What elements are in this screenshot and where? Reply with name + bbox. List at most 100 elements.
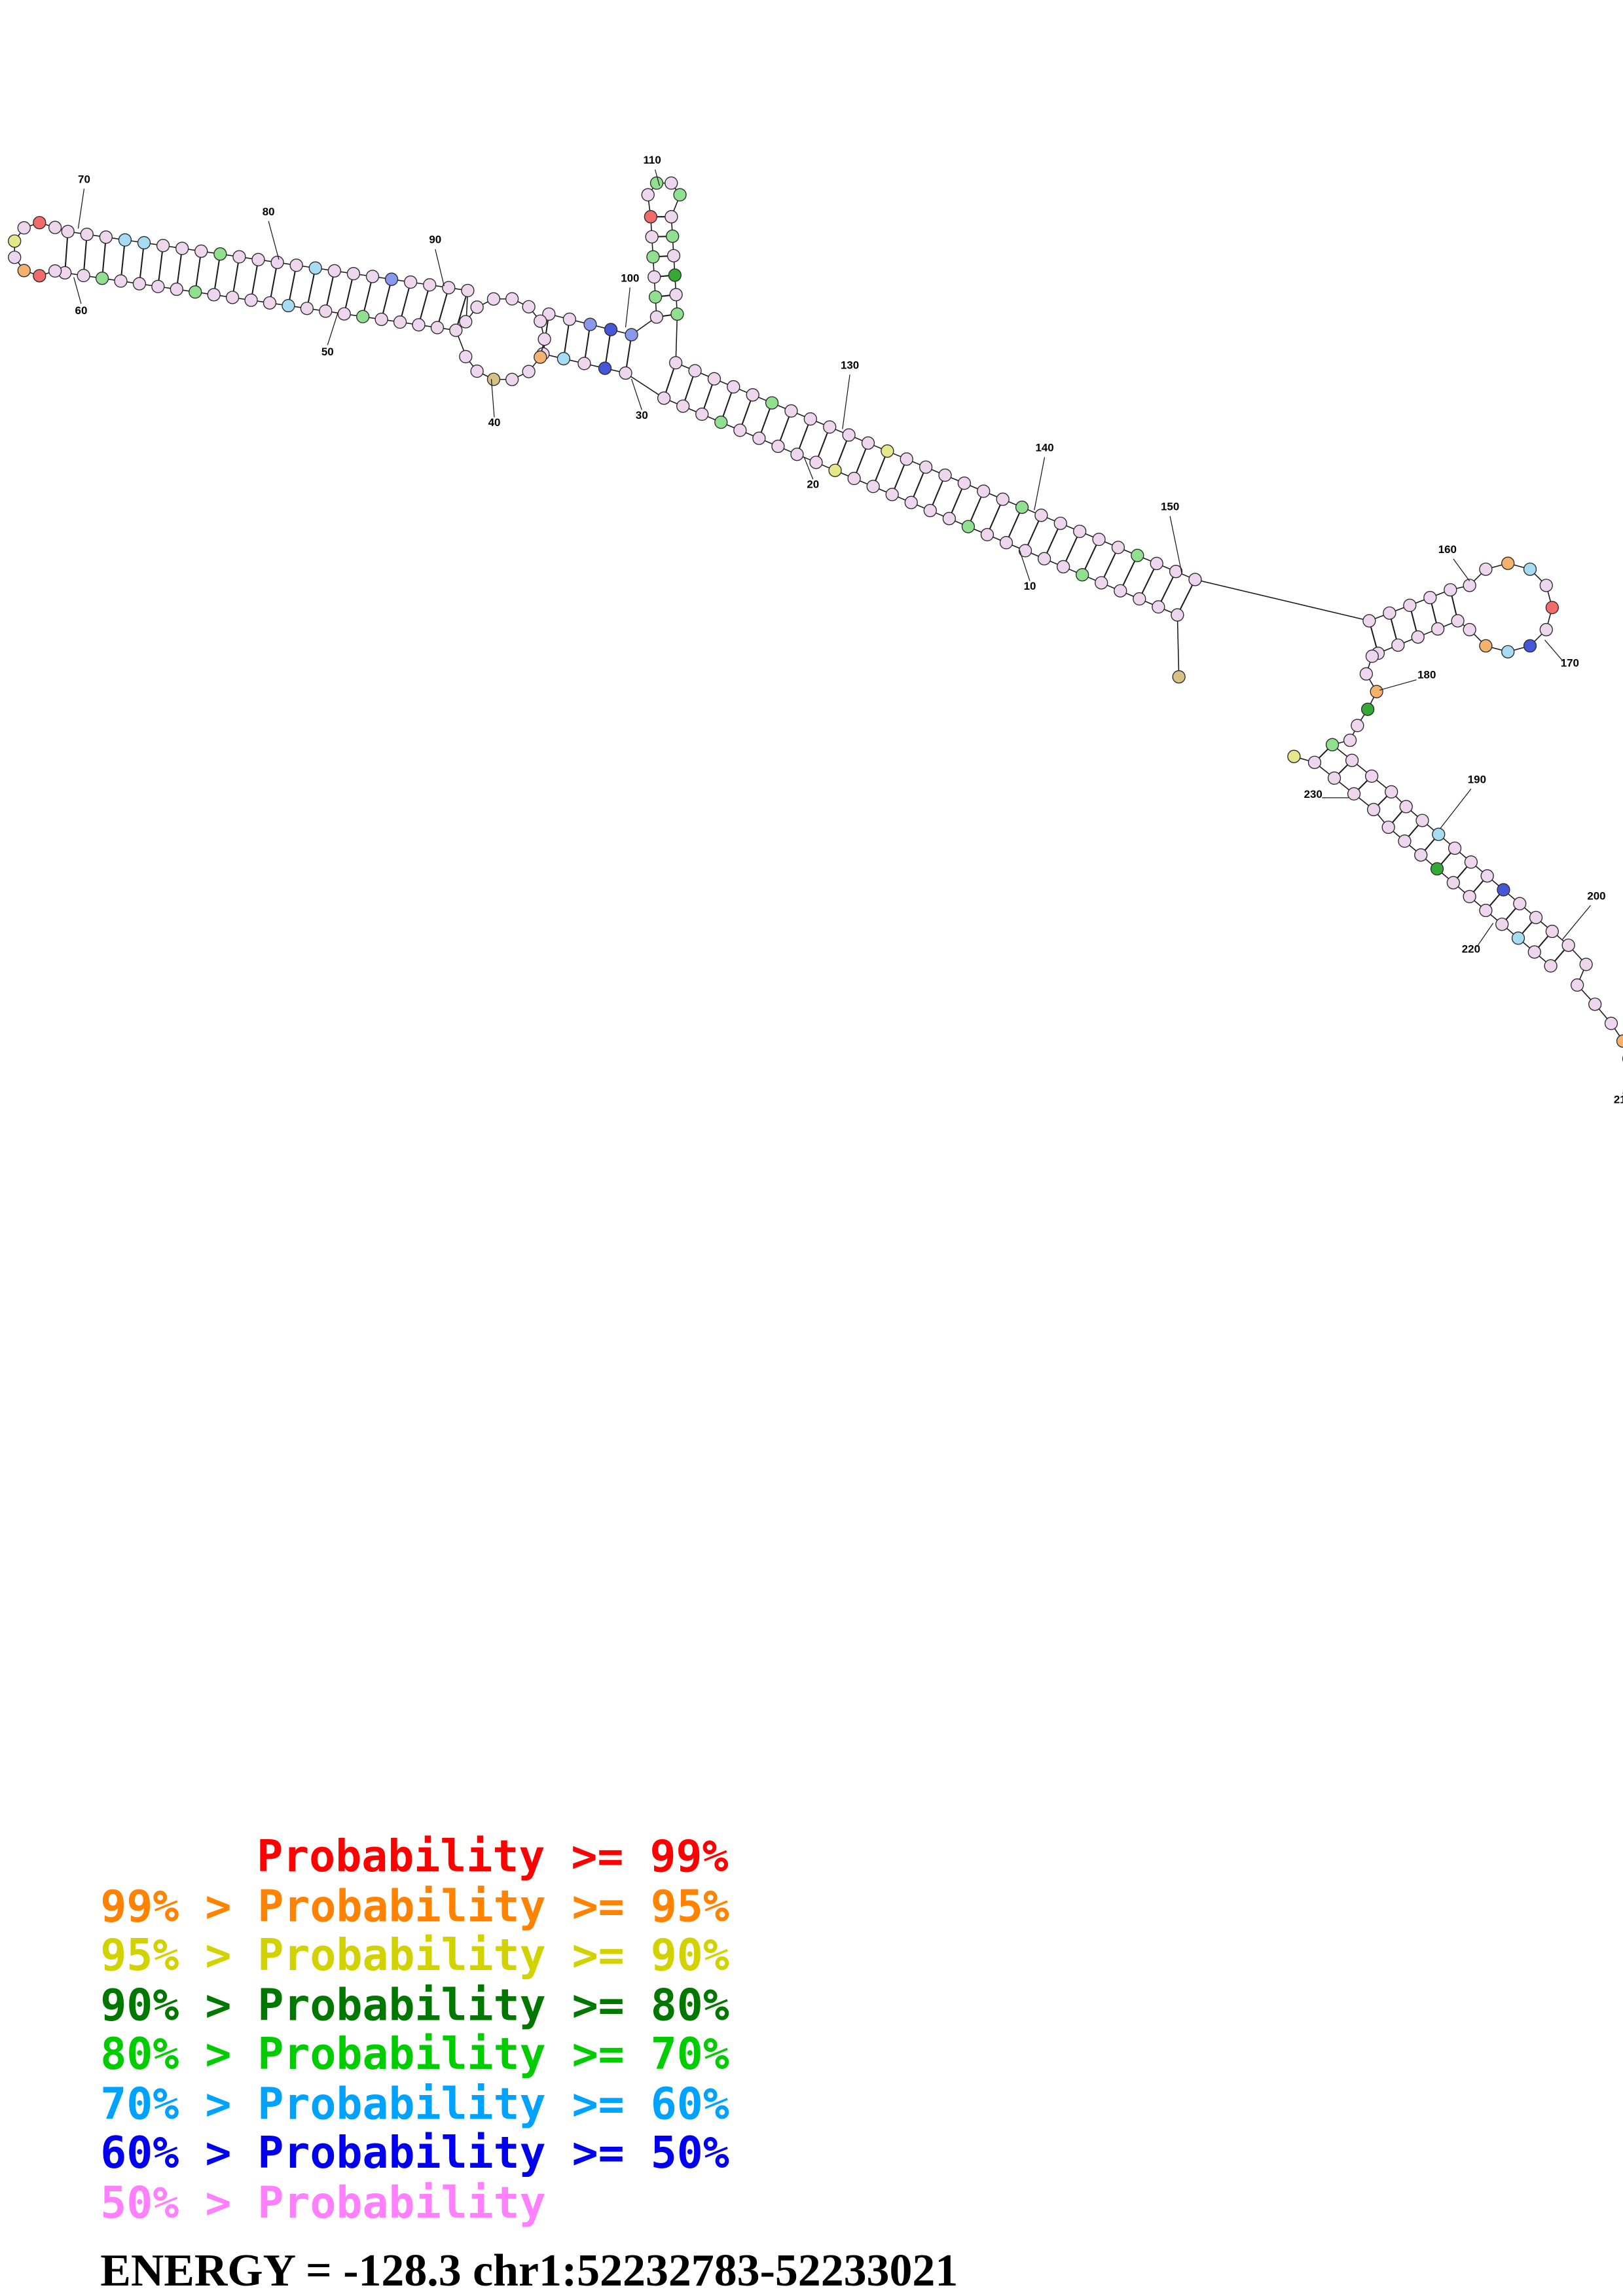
nucleotide-node [1539, 622, 1553, 637]
nucleotide-node [118, 233, 132, 247]
nucleotide-node [1480, 869, 1494, 883]
position-label: 170 [1561, 656, 1579, 669]
nucleotide-node [175, 242, 189, 255]
nucleotide-node [1015, 500, 1029, 514]
nucleotide-node [337, 307, 351, 321]
nucleotide-node [1172, 670, 1186, 684]
nucleotide-node [1451, 614, 1465, 628]
nucleotide-node [771, 439, 785, 454]
nucleotide-node [1446, 876, 1460, 889]
nucleotide-node [17, 264, 31, 278]
nucleotide-node [669, 356, 683, 370]
nucleotide-node [688, 364, 702, 378]
nucleotide-node [1523, 562, 1537, 576]
position-label: 40 [488, 416, 501, 429]
nucleotide-node [1432, 827, 1446, 841]
position-label: 130 [841, 359, 859, 371]
nucleotide-node [1495, 918, 1509, 931]
nucleotide-node [1411, 630, 1425, 644]
nucleotide-node [1150, 556, 1163, 571]
nucleotide-node [1188, 573, 1202, 586]
position-label: 60 [75, 304, 88, 317]
nucleotide-node [1616, 1034, 1623, 1048]
nucleotide-node [404, 275, 418, 289]
position-label: 10 [1024, 580, 1036, 592]
nucleotide-node [1604, 1016, 1618, 1030]
nucleotide-node [1133, 592, 1146, 606]
nucleotide-node [522, 365, 536, 378]
nucleotide-node [900, 452, 913, 466]
nucleotide-node [1360, 702, 1375, 716]
nucleotide-node [977, 484, 991, 498]
nucleotide-node [866, 480, 880, 493]
nucleotide-node [459, 350, 473, 364]
nucleotide-node [470, 300, 484, 314]
nucleotide-node [1073, 524, 1087, 538]
position-label: 160 [1438, 543, 1457, 556]
nucleotide-node [1479, 562, 1493, 576]
nucleotide-node [225, 291, 240, 304]
nucleotide-node [412, 318, 426, 332]
position-label: 180 [1417, 668, 1436, 681]
nucleotide-node [80, 227, 94, 242]
nucleotide-node [1479, 903, 1493, 918]
nucleotide-node [809, 456, 823, 469]
nucleotide-node [1513, 897, 1527, 910]
nucleotide-node [48, 221, 62, 234]
nucleotide-node [1399, 800, 1413, 814]
nucleotide-node [132, 277, 147, 291]
nucleotide-node [666, 229, 680, 243]
nucleotide-node [1391, 638, 1405, 652]
nucleotide-node [645, 230, 659, 243]
nucleotide-node [1034, 509, 1048, 522]
nucleotide-node [861, 436, 875, 450]
position-label: 210 [1614, 1093, 1623, 1105]
nucleotide-node [33, 269, 46, 283]
nucleotide-node [1403, 598, 1417, 613]
nucleotide-node [8, 234, 22, 248]
nucleotide-node [1037, 552, 1051, 565]
nucleotide-node [365, 270, 380, 283]
legend-line-prob-70-80: 80% > Probability >= 70% [100, 2028, 729, 2079]
nucleotide-node [942, 512, 956, 526]
nucleotide-node [1359, 667, 1374, 681]
nucleotide-node [733, 423, 747, 437]
nucleotide-node [282, 298, 295, 313]
nucleotide-node [1463, 889, 1476, 903]
nucleotide-node [1385, 785, 1398, 799]
nucleotide-node [648, 290, 663, 304]
nucleotide-node [1561, 939, 1575, 952]
nucleotide-node [577, 357, 591, 370]
legend-line-prob-95-99: 99% > Probability >= 95% [100, 1881, 729, 1932]
nucleotide-node [1527, 945, 1541, 959]
nucleotide-node [1448, 841, 1462, 855]
nucleotide-node [1463, 579, 1476, 592]
nucleotide-node [1056, 560, 1070, 574]
nucleotide-node [803, 412, 817, 426]
nucleotide-node [957, 476, 972, 490]
nucleotide-node [17, 221, 31, 235]
nucleotide-node [1444, 583, 1457, 597]
rna-secondary-structure: 70 60 80 50 90 40 100 30 110 130 20 140 10 150 160 170 1… [8, 154, 1623, 1105]
position-label: 140 [1035, 441, 1053, 454]
nucleotide-node [670, 307, 684, 321]
nucleotide-node [1362, 614, 1376, 628]
nucleotide-node [1501, 645, 1515, 658]
nucleotide-node [461, 283, 475, 297]
nucleotide-node [151, 279, 165, 293]
nucleotide-node [1018, 544, 1032, 558]
nucleotide-node [1529, 910, 1543, 924]
position-label: 80 [263, 206, 275, 218]
nucleotide-node [1497, 883, 1510, 897]
nucleotide-node [641, 188, 655, 202]
nucleotide-node [1092, 532, 1106, 547]
nucleotide-node [156, 239, 170, 253]
nucleotide-node [649, 176, 664, 190]
nucleotide-node [522, 300, 536, 314]
nucleotide-node [625, 328, 638, 342]
nucleotide-node [784, 404, 798, 418]
nucleotide-node [8, 251, 22, 264]
energy-label: ENERGY = -128.3 chr1:52232783-52233021 [100, 2246, 958, 2296]
nucleotide-node [430, 321, 445, 334]
position-label: 220 [1462, 942, 1480, 955]
